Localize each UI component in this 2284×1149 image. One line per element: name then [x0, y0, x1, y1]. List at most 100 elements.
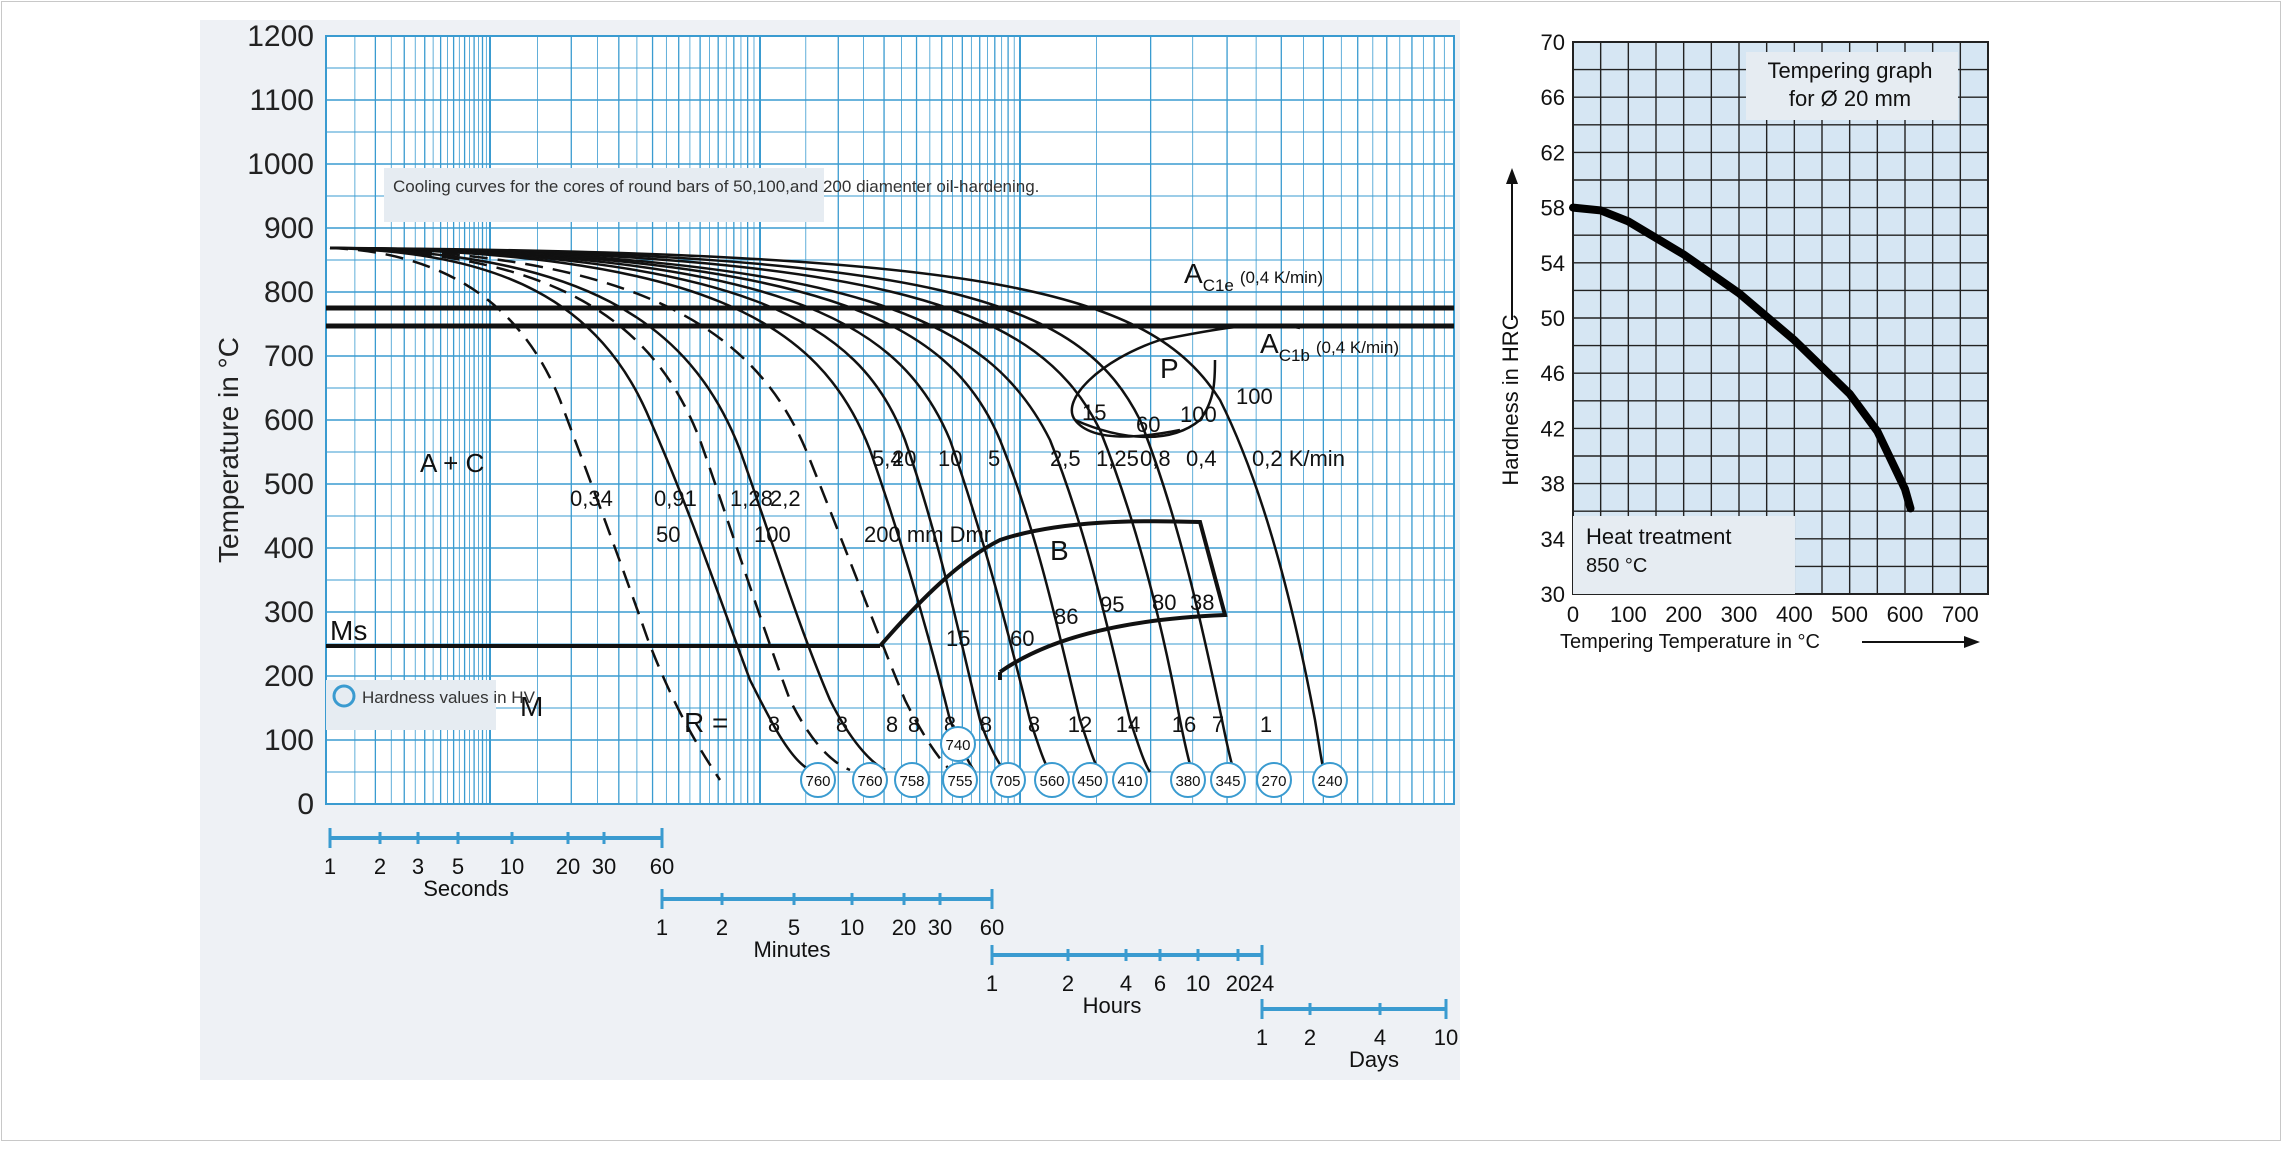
time-axis-tick-label: 5 — [452, 854, 464, 879]
cooling-rate-label: 5,4 — [872, 446, 903, 471]
region-percent-label: 80 — [1152, 590, 1176, 615]
time-axis-tick-label: 24 — [1250, 971, 1274, 996]
r-value-label: 16 — [1172, 712, 1196, 737]
ac1b-label-note: (0,4 K/min) — [1316, 338, 1399, 357]
time-axis-tick-label: 4 — [1374, 1025, 1386, 1050]
tempering-x-tick-label: 200 — [1665, 602, 1702, 627]
tempering-x-tick-label: 600 — [1887, 602, 1924, 627]
hardness-value-label: 760 — [805, 773, 830, 790]
tempering-y-tick-label: 50 — [1541, 306, 1565, 331]
heat-treatment-temp: 850 °C — [1586, 555, 1647, 577]
b-region-start — [878, 519, 1228, 674]
cct-y-tick-label: 700 — [264, 340, 314, 373]
ac1b-label-sub: C1b — [1279, 346, 1310, 365]
tempering-y-tick-label: 62 — [1541, 140, 1565, 165]
r-value-label: 7 — [1212, 712, 1224, 737]
cct-y-axis-title: Temperature in °C — [213, 337, 244, 563]
cooling-rate-label: 0,34 — [570, 486, 613, 511]
cct-y-tick-label: 200 — [264, 660, 314, 693]
cct-y-tick-label: 1200 — [247, 20, 314, 53]
tempering-y-tick-label: 66 — [1541, 85, 1565, 110]
tempering-x-tick-label: 100 — [1610, 602, 1647, 627]
tempering-x-tick-label: 300 — [1721, 602, 1758, 627]
r-value-label: 14 — [1116, 712, 1140, 737]
cct-note-box — [384, 168, 824, 222]
cct-y-tick-label: 300 — [264, 596, 314, 629]
cooling-rate-label: 0,8 — [1140, 446, 1171, 471]
region-percent-label: 100 — [1180, 402, 1217, 427]
diameter-label: 50 — [656, 522, 680, 547]
tempering-x-tick-label: 0 — [1567, 602, 1579, 627]
cct-labels: AC1e (0,4 K/min) AC1b (0,4 K/min) Ms A + C… — [330, 258, 1399, 738]
tempering-x-tick-label: 500 — [1831, 602, 1868, 627]
hardness-value-label: 740 — [945, 737, 970, 754]
cct-y-tick-label: 500 — [264, 468, 314, 501]
hardness-circle — [1072, 762, 1108, 798]
heat-treatment-title: Heat treatment — [1586, 524, 1732, 549]
time-axis-tick-label: 60 — [650, 854, 674, 879]
hardness-circle — [1034, 762, 1070, 798]
region-m-label: M — [520, 691, 543, 722]
hardness-value-label: 410 — [1117, 773, 1142, 790]
time-axis-tick-label: 1 — [1256, 1025, 1268, 1050]
ms-label: Ms — [330, 615, 367, 646]
r-label: R = — [684, 707, 728, 738]
tempering-x-tick-label: 400 — [1776, 602, 1813, 627]
tempering-hardness-curve — [1569, 203, 1915, 513]
tempering-y-tick-label: 30 — [1541, 582, 1565, 607]
cct-y-tick-label: 600 — [264, 404, 314, 437]
diameter-label: 200 mm Dmr — [864, 522, 991, 547]
hardness-circle — [1112, 762, 1148, 798]
time-axis-tick-label: 60 — [980, 915, 1004, 940]
region-p-label: P — [1160, 353, 1179, 384]
time-axis-tick-label: 2 — [716, 915, 728, 940]
hardness-value-label: 560 — [1039, 773, 1064, 790]
cooling-curve-0-2 — [329, 246, 1326, 773]
hardness-value-label: 755 — [947, 773, 972, 790]
hardness-value-label: 270 — [1261, 773, 1286, 790]
cooling-curve-1-28 — [329, 246, 851, 772]
cct-y-tick-label: 1100 — [249, 84, 314, 117]
x-axis-arrowhead — [1964, 636, 1980, 648]
hardness-circle — [852, 762, 888, 798]
p-region-finish — [1074, 359, 1217, 439]
tempering-y-tick-label: 38 — [1541, 472, 1565, 497]
cooling-curve-5 — [329, 246, 1052, 773]
cooling-curve-2-5 — [329, 246, 1102, 773]
r-value-label: 8 — [980, 712, 992, 737]
hardness-circle — [1170, 762, 1206, 798]
tempering-y-tick-label: 70 — [1541, 30, 1565, 55]
region-percent-label: 38 — [1190, 590, 1214, 615]
cct-y-tick-label: 800 — [264, 276, 314, 309]
hardness-value-label: 380 — [1175, 773, 1200, 790]
time-axis-tick-label: 5 — [788, 915, 800, 940]
p-region-top — [1159, 323, 1301, 342]
cct-y-tick-label: 400 — [264, 532, 314, 565]
cooling-curve-2-2 — [329, 246, 886, 772]
cooling-rate-label: 1,28 — [730, 486, 773, 511]
time-axis-tick-label: 10 — [840, 915, 864, 940]
hardness-circle — [940, 726, 976, 762]
time-axis-tick-label: 1 — [656, 915, 668, 940]
hardness-circle — [1312, 762, 1348, 798]
time-axis-unit: Days — [1349, 1047, 1399, 1072]
time-axis-tick-label: 20 — [892, 915, 916, 940]
cct-y-tick-label: 0 — [297, 788, 314, 821]
r-value-label: 8 — [908, 712, 920, 737]
b-region — [878, 519, 1228, 680]
hardness-value-label: 705 — [995, 773, 1020, 790]
r-value-label: 8 — [1028, 712, 1040, 737]
diameter-label: 100 — [754, 522, 791, 547]
tempering-title-line-1: Tempering graph — [1767, 58, 1932, 83]
tempering-x-tick-label: 700 — [1942, 602, 1979, 627]
cooling-rate-label: 5 — [988, 446, 1000, 471]
hardness-legend-symbol — [332, 684, 356, 708]
tempering-grid — [1572, 41, 1989, 595]
region-b-label: B — [1050, 535, 1069, 566]
cct-y-tick-label: 900 — [264, 212, 314, 245]
cooling-rate-label: 10 — [938, 446, 962, 471]
ac1b-label: AC1b (0,4 K/min) — [1260, 328, 1399, 365]
time-axis-tick-label: 2 — [1304, 1025, 1316, 1050]
time-axis-tick-label: 3 — [412, 854, 424, 879]
